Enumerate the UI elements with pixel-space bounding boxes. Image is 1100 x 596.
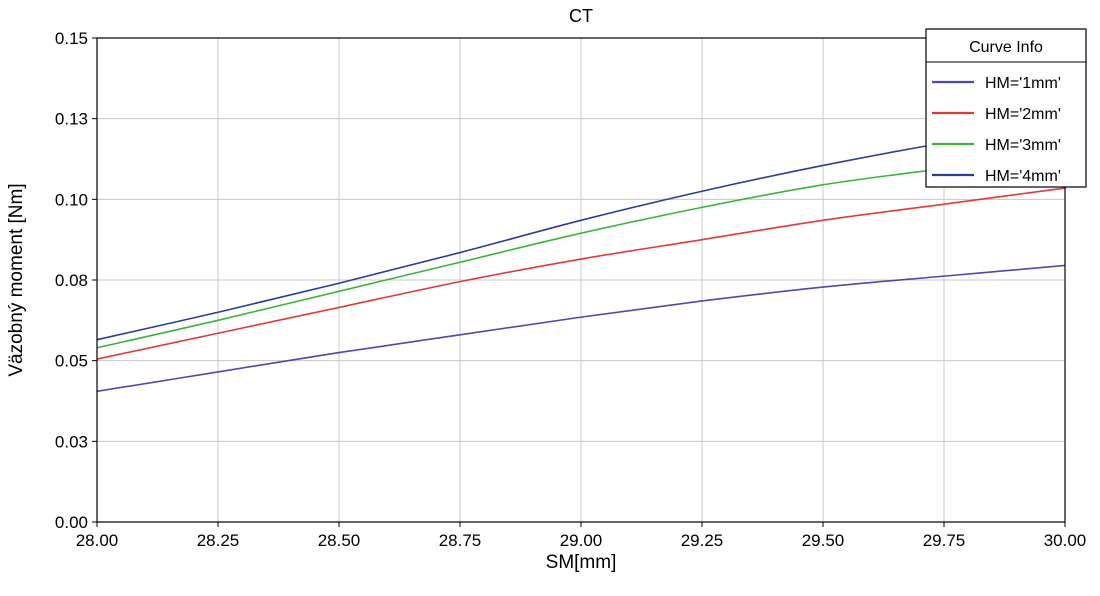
x-tick-label: 29.50 [802,531,845,550]
legend-label-1: HM='1mm' [985,75,1061,92]
x-tick-label: 29.00 [560,531,603,550]
x-tick-label: 30.00 [1044,531,1087,550]
legend-title: Curve Info [969,39,1043,56]
y-tick-label: 0.03 [55,432,88,451]
y-tick-label: 0.15 [55,29,88,48]
legend: Curve Info HM='1mm' HM='2mm' HM='3mm' HM='4… [925,28,1087,188]
x-tick-label: 28.75 [439,531,482,550]
legend-label-4: HM='4mm' [985,168,1061,185]
y-tick-label: 0.05 [55,352,88,371]
x-tick-labels: 28.00 28.25 28.50 28.75 29.00 29.25 29.50 29.75… [76,522,1087,550]
x-tick-label: 28.25 [197,531,240,550]
y-tick-label: 0.13 [55,110,88,129]
legend-items: HM='1mm' HM='2mm' HM='3mm' HM='4mm' [932,75,1061,185]
series-line-1 [96,264,1066,393]
y-tick-labels: 0.00 0.03 0.05 0.08 0.10 0.13 0.15 [55,29,97,532]
y-tick-label: 0.08 [55,271,88,290]
series-line-2 [96,187,1066,360]
chart-title: CT [569,6,593,26]
grid [97,38,1065,522]
series-line-4 [96,122,1066,341]
series-line-3 [96,154,1066,349]
x-tick-label: 28.00 [76,531,119,550]
legend-label-3: HM='3mm' [985,137,1061,154]
series-group [96,122,1066,393]
y-tick-label: 0.10 [55,190,88,209]
y-tick-label: 0.00 [55,513,88,532]
x-tick-label: 29.75 [923,531,966,550]
x-axis-label: SM[mm] [546,552,617,573]
legend-box [925,28,1087,188]
legend-label-2: HM='2mm' [985,106,1061,123]
x-tick-label: 29.25 [681,531,724,550]
x-tick-label: 28.50 [318,531,361,550]
y-axis-label: Väzobný moment [Nm] [6,183,27,376]
